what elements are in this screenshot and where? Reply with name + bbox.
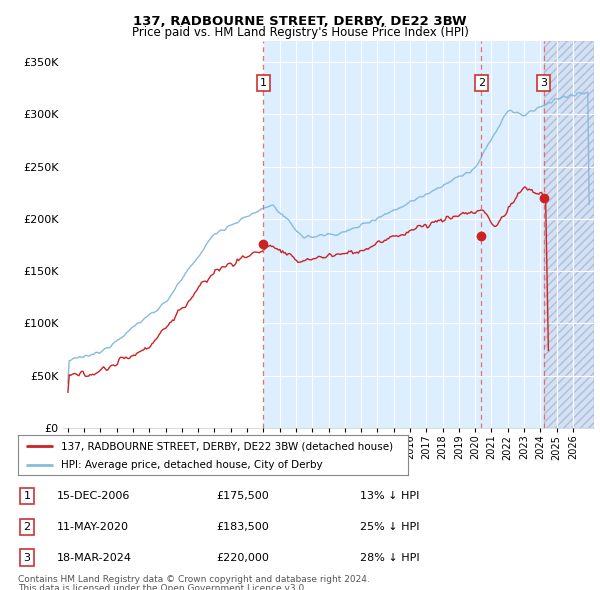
Text: Contains HM Land Registry data © Crown copyright and database right 2024.: Contains HM Land Registry data © Crown c… <box>18 575 370 584</box>
Text: 137, RADBOURNE STREET, DERBY, DE22 3BW (detached house): 137, RADBOURNE STREET, DERBY, DE22 3BW (… <box>61 441 393 451</box>
Text: £183,500: £183,500 <box>216 522 269 532</box>
Text: HPI: Average price, detached house, City of Derby: HPI: Average price, detached house, City… <box>61 460 323 470</box>
Text: 28% ↓ HPI: 28% ↓ HPI <box>360 553 419 562</box>
Text: 1: 1 <box>260 78 267 88</box>
Text: 2: 2 <box>23 522 31 532</box>
Text: 1: 1 <box>23 491 31 501</box>
Text: 137, RADBOURNE STREET, DERBY, DE22 3BW: 137, RADBOURNE STREET, DERBY, DE22 3BW <box>133 15 467 28</box>
Text: Price paid vs. HM Land Registry's House Price Index (HPI): Price paid vs. HM Land Registry's House … <box>131 26 469 39</box>
Text: 13% ↓ HPI: 13% ↓ HPI <box>360 491 419 501</box>
Bar <box>544 41 594 428</box>
Text: 3: 3 <box>540 78 547 88</box>
Text: This data is licensed under the Open Government Licence v3.0.: This data is licensed under the Open Gov… <box>18 584 307 590</box>
Text: 15-DEC-2006: 15-DEC-2006 <box>57 491 130 501</box>
Text: 3: 3 <box>23 553 31 562</box>
Text: 18-MAR-2024: 18-MAR-2024 <box>57 553 132 562</box>
Text: 25% ↓ HPI: 25% ↓ HPI <box>360 522 419 532</box>
Text: £175,500: £175,500 <box>216 491 269 501</box>
Text: £220,000: £220,000 <box>216 553 269 562</box>
Text: 11-MAY-2020: 11-MAY-2020 <box>57 522 129 532</box>
Bar <box>263 41 594 428</box>
Text: 2: 2 <box>478 78 485 88</box>
